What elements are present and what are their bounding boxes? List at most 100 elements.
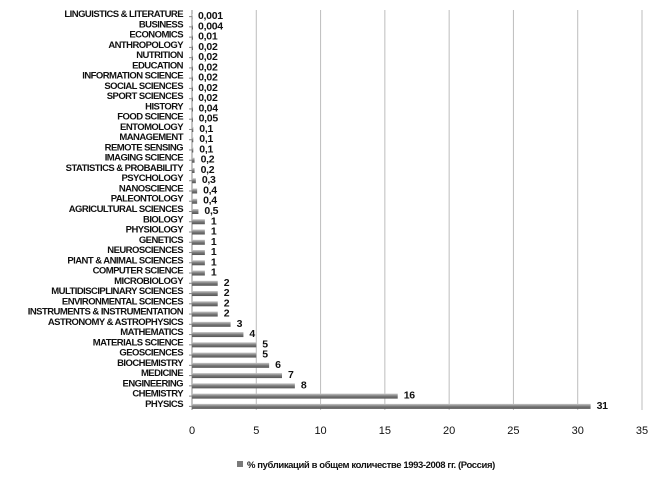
category-labels: LINGUISTICS & LITERATUREBUSINESSECONOMIC… (28, 9, 185, 410)
category-label: INSTRUMENTS & INSTRUMENTATION (28, 307, 184, 318)
category-label: PALEONTOLOGY (111, 194, 184, 205)
bar (192, 209, 199, 214)
value-label: 2 (224, 287, 230, 299)
legend-label: % публикаций в общем количестве 1993-200… (247, 460, 495, 471)
value-label: 1 (211, 215, 217, 227)
value-label: 2 (224, 297, 230, 309)
bar (192, 116, 193, 122)
value-label: 5 (262, 338, 268, 350)
category-label: PHYSIOLOGY (126, 225, 185, 236)
category-label: AGRICULTURAL SCIENCES (69, 204, 183, 215)
category-label: ASTRONOMY & ASTROPHYSICS (48, 317, 183, 328)
category-label: SOCIAL SCIENCES (104, 81, 183, 92)
value-label: 2 (224, 277, 230, 289)
value-label: 0,02 (198, 51, 218, 63)
category-label: MULTIDISCIPLINARY SCIENCES (51, 286, 183, 297)
category-label: GENETICS (139, 235, 183, 246)
category-label: MATHEMATICS (120, 327, 183, 338)
category-label: COMPUTER SCIENCE (93, 266, 184, 277)
category-label: LINGUISTICS & LITERATURE (64, 9, 183, 20)
bar (192, 75, 193, 81)
x-tick-label: 30 (572, 425, 584, 437)
bar (192, 311, 218, 317)
value-label: 0,02 (198, 72, 218, 84)
value-label: 0,05 (199, 113, 219, 125)
value-label: 1 (211, 236, 217, 248)
bar (192, 383, 295, 389)
category-label: NANOSCIENCE (119, 183, 183, 194)
bar (192, 106, 193, 112)
value-label: 7 (288, 369, 294, 381)
category-label: EDUCATION (132, 60, 184, 71)
x-tick-label: 25 (507, 425, 519, 437)
bar (192, 147, 194, 153)
bar (192, 352, 257, 358)
value-label: 0,01 (198, 31, 218, 43)
bar (192, 44, 193, 50)
category-label: IMAGING SCIENCE (105, 153, 184, 164)
value-label: 0,1 (199, 133, 213, 145)
gridlines (191, 10, 643, 410)
bar (192, 239, 205, 245)
value-label: 0,1 (199, 123, 213, 135)
value-label: 0,5 (204, 205, 218, 217)
bar (192, 362, 270, 368)
bar (192, 96, 193, 102)
bar (192, 198, 198, 204)
bars (189, 14, 591, 409)
category-label: FOOD SCIENCE (117, 112, 183, 123)
bar (192, 373, 282, 379)
bar (192, 24, 193, 30)
category-label: MATERIALS SCIENCE (93, 337, 183, 348)
category-label: PHYSICS (145, 399, 183, 410)
value-label: 0,3 (202, 174, 216, 186)
bar (192, 188, 198, 194)
x-tick-label: 0 (189, 425, 195, 437)
bar (192, 342, 257, 348)
x-tick-label: 10 (314, 425, 326, 437)
bar (192, 167, 195, 173)
legend-swatch (237, 461, 243, 467)
category-label: MICROBIOLOGY (114, 276, 184, 287)
value-label: 1 (211, 256, 217, 268)
category-label: PSYCHOLOGY (121, 173, 184, 184)
value-label: 1 (211, 226, 217, 238)
x-tick-label: 15 (379, 425, 391, 437)
value-label: 0,04 (199, 102, 219, 114)
category-label: ENVIRONMENTAL SCIENCES (62, 296, 183, 307)
category-label: NUTRITION (136, 50, 183, 61)
bar (192, 65, 193, 71)
value-label: 16 (404, 390, 416, 402)
category-label: ENTOMOLOGY (120, 122, 184, 133)
bar (192, 403, 591, 409)
value-label: 8 (301, 379, 307, 391)
value-label: 0,4 (203, 195, 217, 207)
value-label: 31 (597, 400, 609, 412)
bar (192, 301, 218, 307)
x-tick-label: 35 (636, 425, 648, 437)
bar (192, 229, 205, 235)
value-label: 4 (249, 328, 255, 340)
bar (192, 270, 205, 276)
category-label: MEDICINE (141, 368, 183, 379)
value-labels: 0,0010,0040,010,020,020,020,020,020,020,… (198, 10, 608, 412)
bar (192, 178, 196, 184)
category-label: SPORT SCIENCES (107, 91, 183, 102)
bar (192, 393, 398, 399)
category-label: ENGINEERING (123, 378, 184, 389)
value-label: 2 (224, 308, 230, 320)
bar (192, 137, 194, 143)
value-label: 1 (211, 267, 217, 279)
x-axis-ticks: 0 5 10 15 20 25 30 35 (189, 425, 648, 437)
category-label: BIOCHEMISTRY (117, 358, 184, 369)
x-tick-label: 5 (253, 425, 259, 437)
category-label: HISTORY (145, 101, 184, 112)
bar (192, 126, 194, 132)
value-label: 0,004 (198, 20, 223, 32)
value-label: 0,02 (198, 61, 218, 73)
value-label: 0,02 (198, 82, 218, 94)
bar (192, 219, 205, 225)
value-label: 0,2 (201, 154, 215, 166)
value-label: 1 (211, 246, 217, 258)
value-label: 6 (275, 359, 281, 371)
